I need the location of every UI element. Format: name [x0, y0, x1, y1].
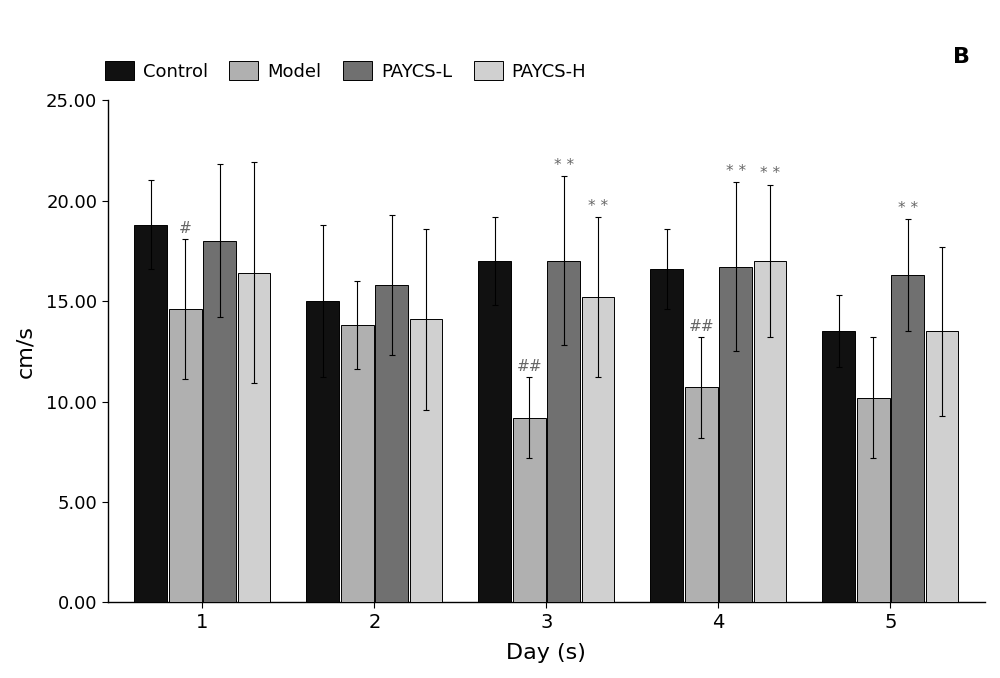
Bar	[341, 325, 374, 603]
Bar	[478, 261, 511, 603]
Bar	[169, 309, 202, 603]
Bar	[719, 267, 752, 603]
Bar	[134, 224, 167, 603]
Bar	[891, 275, 924, 603]
Bar	[410, 319, 442, 603]
Y-axis label: cm/s: cm/s	[15, 325, 35, 378]
Bar	[650, 269, 683, 603]
Text: B: B	[953, 47, 970, 67]
Bar	[582, 297, 614, 603]
Text: ##: ##	[688, 319, 714, 334]
Bar	[375, 285, 408, 603]
Text: #: #	[179, 221, 192, 236]
Text: * *: * *	[760, 167, 780, 182]
Text: * *: * *	[726, 165, 746, 180]
Text: * *: * *	[588, 199, 608, 214]
Bar	[685, 387, 718, 603]
Bar	[513, 418, 546, 603]
Text: * *: * *	[554, 159, 574, 174]
Bar	[238, 273, 270, 603]
Bar	[754, 261, 786, 603]
Text: * *: * *	[898, 201, 918, 216]
Text: ##: ##	[516, 359, 542, 374]
Bar	[203, 241, 236, 603]
X-axis label: Day (s): Day (s)	[506, 643, 586, 663]
Bar	[547, 261, 580, 603]
Legend: Control, Model, PAYCS-L, PAYCS-H: Control, Model, PAYCS-L, PAYCS-H	[99, 56, 592, 86]
Bar	[857, 397, 890, 603]
Bar	[306, 301, 339, 603]
Bar	[822, 331, 855, 603]
Bar	[926, 331, 958, 603]
